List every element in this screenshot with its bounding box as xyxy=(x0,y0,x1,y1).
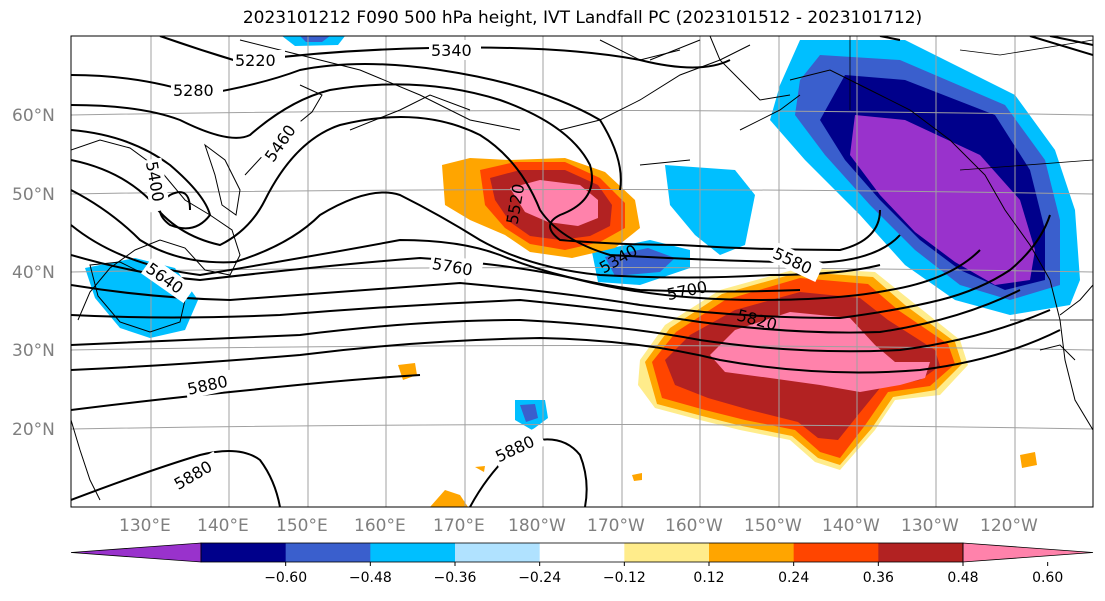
lon-label: 180°W xyxy=(508,516,566,536)
lon-label: 130°E xyxy=(119,516,171,536)
colorbar-tick-label: 0.60 xyxy=(1032,570,1063,586)
positive-anomaly-region xyxy=(398,158,1037,507)
blue-lobe-central-pacific xyxy=(665,165,755,255)
map-frame xyxy=(70,35,1094,508)
colorbar-tick-label: 0.36 xyxy=(863,570,894,586)
contour-label: 5220 xyxy=(235,51,276,70)
lon-label: 170°E xyxy=(433,516,485,536)
lon-label: 170°W xyxy=(587,516,645,536)
colorbar-segment xyxy=(793,543,879,562)
colorbar-tick-label: −0.36 xyxy=(434,570,477,586)
latitude-labels: 60°N 50°N 40°N 30°N 20°N xyxy=(12,106,55,440)
lat-label: 50°N xyxy=(12,185,55,205)
map-title: 2023101212 F090 500 hPa height, IVT Land… xyxy=(242,8,923,28)
lat-label: 30°N xyxy=(12,341,55,361)
colorbar-segment xyxy=(370,543,456,562)
lon-label: 150°W xyxy=(744,516,802,536)
colorbar-extension-low xyxy=(70,542,202,563)
colorbar-tick-label: −0.48 xyxy=(349,570,392,586)
lat-label: 60°N xyxy=(12,106,55,126)
contour-label: 5280 xyxy=(173,81,214,100)
height-contours xyxy=(71,36,1093,507)
coastlines xyxy=(71,36,1093,501)
colorbar-extension-high xyxy=(962,542,1094,563)
colorbar-tick-label: −0.12 xyxy=(603,570,646,586)
colorbar-frame xyxy=(200,542,964,563)
colorbar-tick-label: 0.48 xyxy=(947,570,978,586)
lon-label: 150°E xyxy=(276,516,328,536)
map-gridlines xyxy=(71,36,1093,507)
contour-label: 5340 xyxy=(431,41,472,60)
colorbar-tick-label: −0.24 xyxy=(518,570,561,586)
colorbar-segment xyxy=(878,543,964,562)
colorbar-segment xyxy=(455,543,541,562)
colorbar-segment xyxy=(539,543,625,562)
lon-label: 160°E xyxy=(354,516,406,536)
map-plot-area: 5220 5340 5280 5460 5400 5520 5640 5340 … xyxy=(71,36,1093,507)
colorbar-segment xyxy=(201,543,287,562)
japan-coast xyxy=(89,261,186,333)
lon-label: 130°W xyxy=(901,516,959,536)
colorbar-segment xyxy=(285,543,371,562)
colorbar-tick-label: −0.60 xyxy=(264,570,307,586)
colorbar-segment xyxy=(709,543,795,562)
lon-label: 140°W xyxy=(822,516,880,536)
colorbar-segment xyxy=(624,543,710,562)
colorbar-tick-label: 0.12 xyxy=(693,570,724,586)
longitude-labels: 130°E 140°E 150°E 160°E 170°E 180°W 170°… xyxy=(119,516,1038,536)
colorbar-tick-label: 0.24 xyxy=(778,570,809,586)
lon-label: 140°E xyxy=(197,516,249,536)
lon-label: 120°W xyxy=(980,516,1038,536)
colorbar: −0.60 −0.48 −0.36 −0.24 −0.12 0.12 0.24 0.36 0.4… xyxy=(70,542,1094,586)
lon-label: 160°W xyxy=(665,516,723,536)
lat-label: 40°N xyxy=(12,263,55,283)
lat-label: 20°N xyxy=(12,420,55,440)
